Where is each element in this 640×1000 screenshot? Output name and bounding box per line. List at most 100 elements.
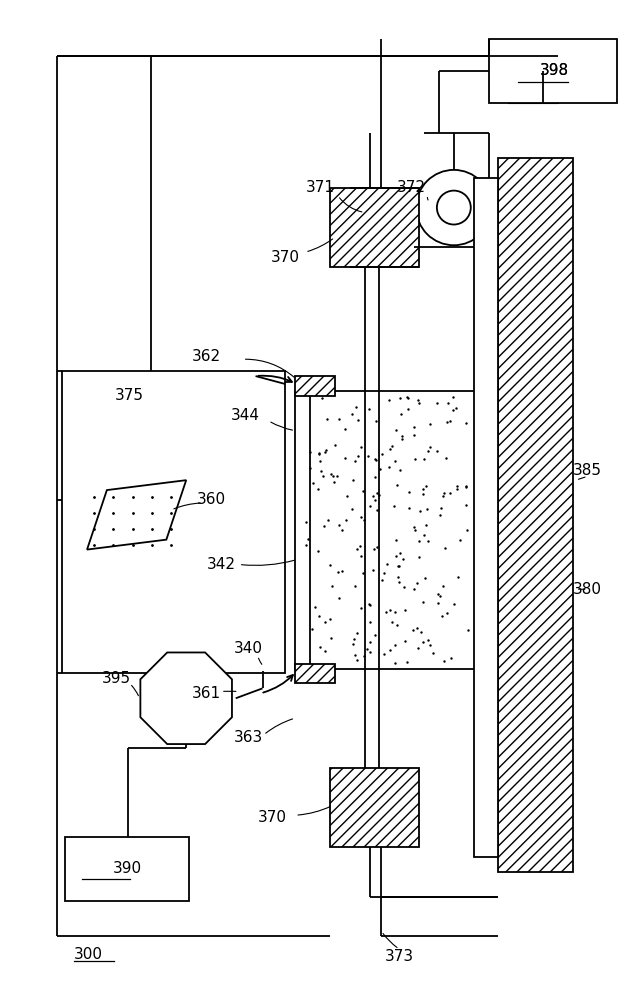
Circle shape <box>416 170 492 245</box>
Point <box>418 594 428 610</box>
Point <box>451 400 461 416</box>
Text: 344: 344 <box>231 408 260 423</box>
Text: 342: 342 <box>206 557 236 572</box>
Point <box>353 412 363 428</box>
Point <box>368 488 378 504</box>
Text: 398: 398 <box>540 63 568 78</box>
Point <box>317 390 328 406</box>
Point <box>300 537 310 553</box>
Text: 361: 361 <box>191 686 221 701</box>
Text: 363: 363 <box>234 730 263 745</box>
Point <box>413 392 424 408</box>
Point <box>355 538 365 554</box>
Point <box>404 500 414 516</box>
Point <box>435 588 445 604</box>
Text: 340: 340 <box>234 641 263 656</box>
Point <box>432 395 442 411</box>
Point <box>445 485 455 501</box>
Point <box>365 597 376 613</box>
Point <box>417 481 428 497</box>
Point <box>384 392 394 408</box>
Point <box>348 636 358 652</box>
Point <box>314 446 324 462</box>
Point <box>416 624 426 640</box>
Point <box>307 621 317 637</box>
Point <box>359 512 369 528</box>
Point <box>461 478 471 494</box>
Point <box>305 460 315 476</box>
Bar <box>295 391 310 669</box>
Point <box>461 497 471 513</box>
Point <box>333 564 343 580</box>
Point <box>396 406 406 422</box>
Point <box>437 608 447 624</box>
Point <box>369 451 380 467</box>
Point <box>392 477 402 493</box>
Point <box>376 572 387 588</box>
Point <box>330 437 340 453</box>
Point <box>326 630 337 646</box>
Point <box>452 478 462 494</box>
Point <box>382 556 392 572</box>
Point <box>383 459 394 475</box>
Text: 372: 372 <box>397 180 426 195</box>
Point <box>350 578 360 594</box>
Text: 395: 395 <box>102 671 131 686</box>
Point <box>398 551 408 567</box>
Point <box>387 438 397 454</box>
Point <box>315 453 325 469</box>
Point <box>402 654 412 670</box>
Point <box>371 452 381 468</box>
Point <box>364 401 374 417</box>
Point <box>394 574 404 590</box>
Point <box>352 625 362 641</box>
Point <box>368 562 378 578</box>
Point <box>414 549 424 565</box>
Point <box>390 655 401 671</box>
Point <box>347 406 357 422</box>
Point <box>372 502 382 518</box>
Point <box>325 557 335 573</box>
Point <box>351 399 362 415</box>
Point <box>339 421 349 437</box>
Point <box>310 599 320 615</box>
Text: 385: 385 <box>573 463 602 478</box>
Point <box>352 652 362 668</box>
Point <box>378 446 388 462</box>
Point <box>358 483 369 499</box>
Point <box>328 468 338 484</box>
Point <box>392 617 403 633</box>
Point <box>393 558 403 574</box>
Point <box>425 637 435 653</box>
Point <box>349 647 360 663</box>
Point <box>419 527 429 543</box>
Text: 360: 360 <box>196 492 225 508</box>
Point <box>420 517 431 533</box>
Point <box>358 648 369 664</box>
Point <box>418 634 428 650</box>
Point <box>442 605 452 621</box>
Point <box>413 640 424 656</box>
Point <box>341 512 351 528</box>
Point <box>397 428 407 444</box>
Point <box>332 468 342 484</box>
Text: 300: 300 <box>74 947 103 962</box>
Point <box>379 646 389 662</box>
Point <box>454 532 465 548</box>
Point <box>415 503 426 519</box>
Point <box>365 614 376 630</box>
Point <box>305 444 316 460</box>
Point <box>329 474 339 490</box>
Point <box>350 453 360 469</box>
Point <box>342 488 353 504</box>
Point <box>463 622 473 638</box>
Bar <box>499 158 573 872</box>
Point <box>400 633 410 649</box>
Point <box>370 469 380 485</box>
Point <box>362 641 372 657</box>
Point <box>333 590 344 606</box>
Point <box>422 501 432 517</box>
Point <box>375 461 385 477</box>
Point <box>308 475 318 491</box>
Point <box>374 487 384 503</box>
